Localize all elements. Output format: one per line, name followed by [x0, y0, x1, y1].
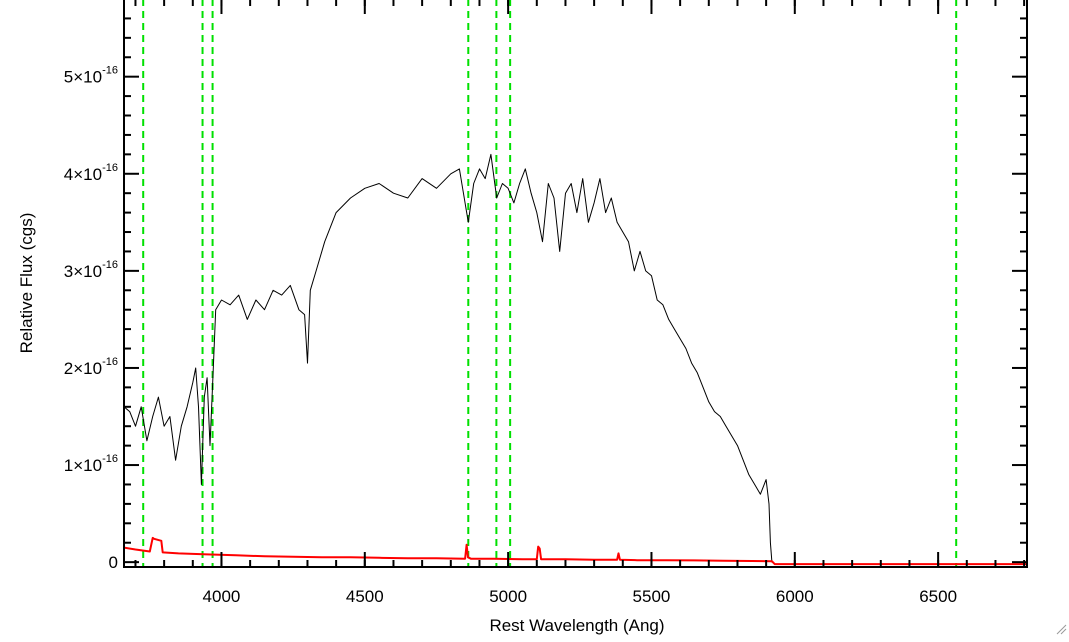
x-tick-label: 5000	[489, 587, 527, 606]
y-axis-label: Relative Flux (cgs)	[17, 213, 36, 354]
y-tick-label: 0	[109, 553, 118, 572]
error-spectrum-line	[123, 536, 1027, 566]
emission-line-markers	[142, 0, 958, 567]
series-layer	[123, 153, 1027, 566]
y-tick-label: 1×10-16	[64, 453, 118, 475]
y-tick-label: 4×10-16	[64, 162, 118, 184]
x-tick-label: 4000	[203, 587, 241, 606]
y-tick-label: 3×10-16	[64, 259, 118, 281]
x-tick-label: 5500	[633, 587, 671, 606]
axes: 4000 4500 5000 5500 6000 6500 0 1×10-16 2×10-16 3…	[64, 0, 1028, 606]
x-tick-label: 6000	[776, 587, 814, 606]
x-axis-label: Rest Wavelength (Ang)	[489, 616, 664, 635]
flux-spectrum-line	[123, 153, 774, 563]
x-tick-label: 6500	[919, 587, 957, 606]
y-tick-label: 5×10-16	[64, 65, 118, 87]
y-tick-label: 2×10-16	[64, 356, 118, 378]
plot-frame	[123, 0, 1028, 568]
x-tick-label: 4500	[346, 587, 384, 606]
resize-grip-icon	[1056, 624, 1067, 635]
